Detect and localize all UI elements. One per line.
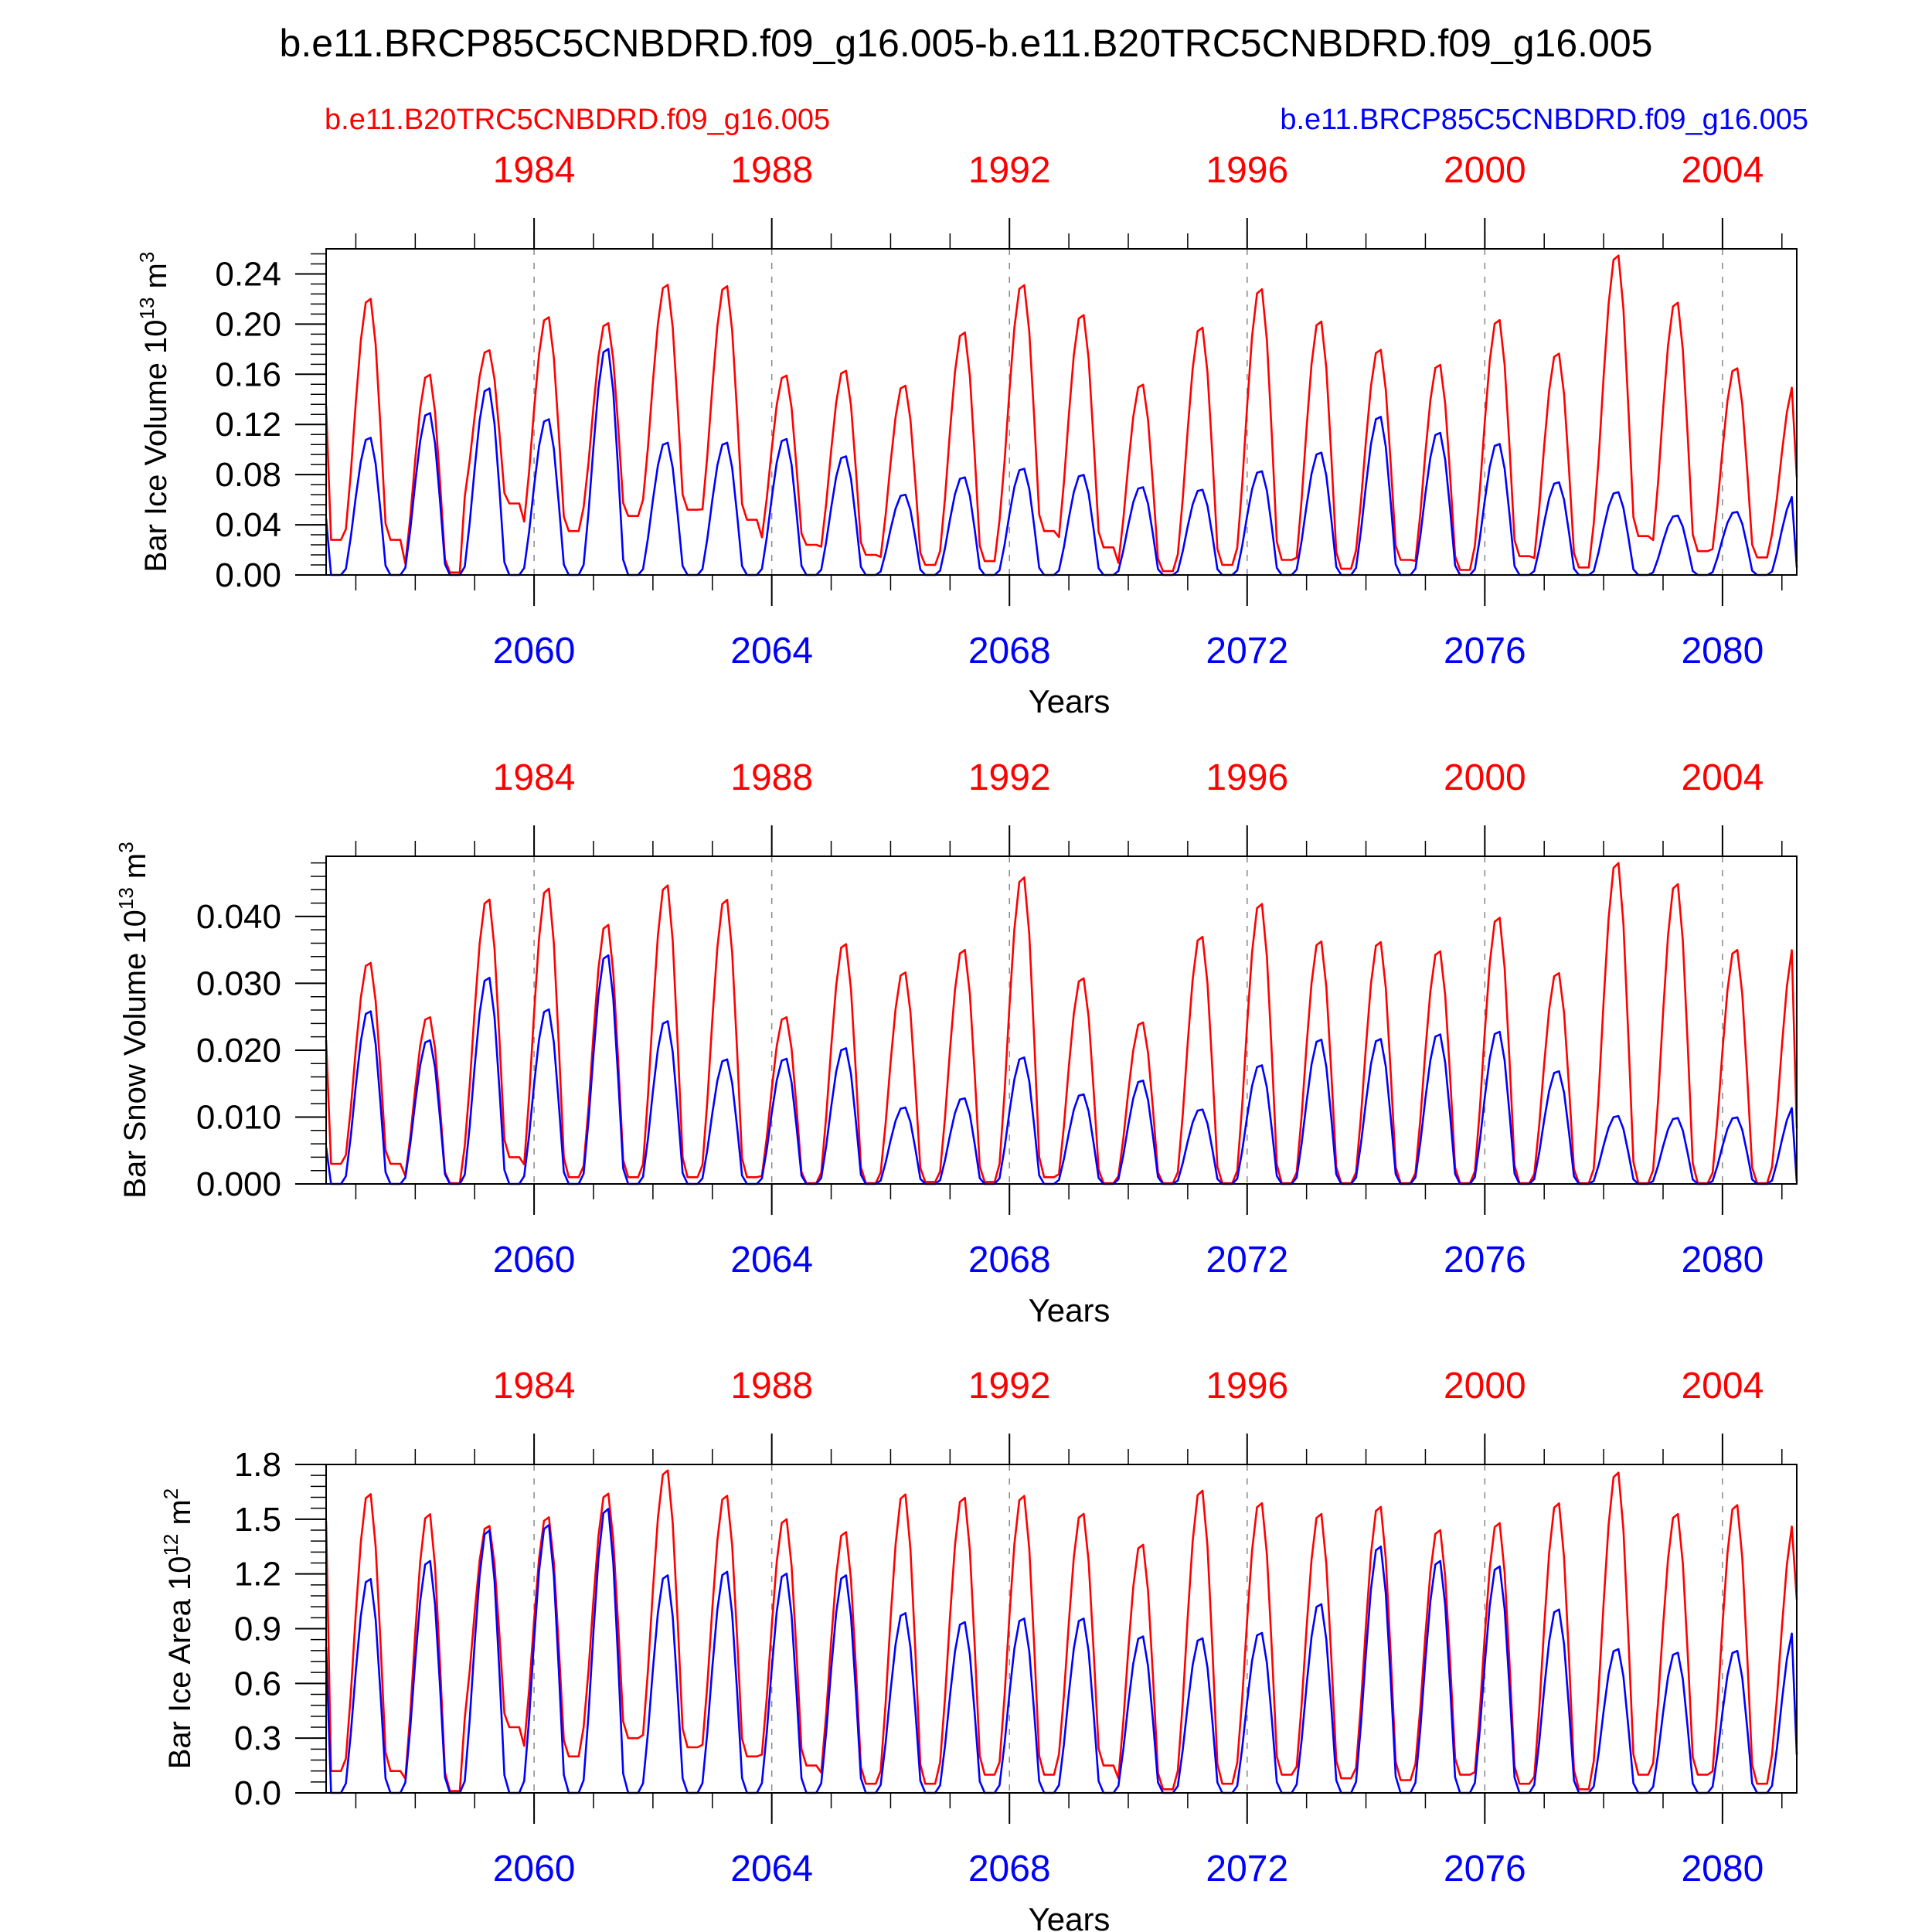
y-tick-label: 0.3 <box>234 1719 281 1757</box>
bottom-x-tick-label: 2080 <box>1681 1849 1764 1889</box>
top-x-tick-label: 1988 <box>730 757 813 798</box>
bottom-x-tick-label: 2068 <box>968 631 1051 672</box>
y-tick-label: 1.2 <box>234 1556 281 1594</box>
plot-frame <box>325 855 1798 1185</box>
top-x-tick-label: 2000 <box>1444 757 1526 798</box>
bottom-x-tick-label: 2064 <box>730 631 813 672</box>
top-x-tick-label: 1988 <box>730 1366 813 1406</box>
bottom-x-tick-label: 2076 <box>1444 631 1526 672</box>
y-tick-label: 0.020 <box>196 1032 281 1070</box>
panel-1: 0.00 0.04 0.08 0.12 0.16 0.20 0.24 1984 1988 1992… <box>135 150 1798 719</box>
top-x-tick-label: 1992 <box>968 150 1051 191</box>
y-tick-label: 0.000 <box>196 1165 281 1203</box>
y-tick-label: 1.8 <box>234 1446 281 1484</box>
series-line-brcp85 <box>325 1508 1798 1794</box>
y-tick-label: 0.24 <box>215 255 281 293</box>
bottom-x-tick-label: 2072 <box>1206 1240 1288 1281</box>
series-line-b20trc <box>325 1469 1798 1792</box>
series-line-brcp85 <box>325 348 1798 577</box>
top-x-tick-label: 1996 <box>1206 1366 1288 1406</box>
y-tick-label: 0.6 <box>234 1665 281 1702</box>
y-axis-label: Bar Snow Volume 1013 m3 <box>114 842 152 1198</box>
y-axis-label: Bar Ice Volume 1013 m3 <box>135 252 173 573</box>
bottom-x-tick-label: 2064 <box>730 1240 813 1281</box>
panel-2: 0.000 0.010 0.020 0.030 0.040 1984 1988 1992 199… <box>114 757 1798 1328</box>
x-axis-label: Years <box>1029 683 1111 719</box>
plot-frame <box>325 248 1798 576</box>
top-x-tick-label: 1984 <box>493 1366 576 1406</box>
top-x-tick-label: 2004 <box>1681 757 1764 798</box>
y-tick-label: 0.030 <box>196 964 281 1002</box>
y-tick-label: 0.9 <box>234 1611 281 1648</box>
x-axis-label: Years <box>1029 1292 1111 1328</box>
bottom-x-tick-label: 2080 <box>1681 631 1764 672</box>
y-tick-label: 0.040 <box>196 898 281 936</box>
bottom-x-tick-label: 2060 <box>493 1240 576 1281</box>
y-tick-label: 0.04 <box>215 506 281 544</box>
bottom-x-tick-label: 2072 <box>1206 631 1288 672</box>
y-tick-label: 0.20 <box>215 305 281 343</box>
bottom-x-tick-label: 2060 <box>493 1849 576 1889</box>
bottom-x-tick-label: 2072 <box>1206 1849 1288 1889</box>
top-x-tick-label: 1988 <box>730 150 813 191</box>
y-axis-label: Bar Ice Area 1012 m2 <box>159 1488 197 1770</box>
bottom-x-tick-label: 2076 <box>1444 1240 1526 1281</box>
top-x-tick-label: 1996 <box>1206 757 1288 798</box>
y-tick-label: 0.0 <box>234 1774 281 1812</box>
chart-main-title: b.e11.BRCP85C5CNBDRD.f09_g16.005-b.e11.B… <box>279 22 1653 65</box>
top-x-tick-label: 2000 <box>1444 1366 1526 1406</box>
bottom-x-tick-label: 2060 <box>493 631 576 672</box>
top-x-tick-label: 2004 <box>1681 1366 1764 1406</box>
bottom-x-tick-label: 2080 <box>1681 1240 1764 1281</box>
y-tick-label: 0.16 <box>215 355 281 393</box>
bottom-x-tick-label: 2076 <box>1444 1849 1526 1889</box>
top-x-tick-label: 1984 <box>493 757 576 798</box>
legend-entry-brcp85: b.e11.BRCP85C5CNBDRD.f09_g16.005 <box>1280 104 1808 136</box>
y-tick-label: 0.010 <box>196 1098 281 1136</box>
panel-3: 0.0 0.3 0.6 0.9 1.2 1.5 1.8 1984 1988 1992 1996 200… <box>159 1366 1798 1932</box>
top-x-tick-label: 2000 <box>1444 150 1526 191</box>
series-line-b20trc <box>325 254 1798 574</box>
y-tick-label: 0.12 <box>215 406 281 444</box>
bottom-x-tick-label: 2064 <box>730 1849 813 1889</box>
bottom-x-tick-label: 2068 <box>968 1240 1051 1281</box>
series-line-b20trc <box>325 862 1798 1185</box>
y-tick-label: 0.00 <box>215 556 281 594</box>
top-x-tick-label: 1996 <box>1206 150 1288 191</box>
bottom-x-tick-label: 2068 <box>968 1849 1051 1889</box>
y-tick-label: 1.5 <box>234 1501 281 1539</box>
top-x-tick-label: 1992 <box>968 757 1051 798</box>
top-x-tick-label: 2004 <box>1681 150 1764 191</box>
x-axis-label: Years <box>1029 1901 1111 1932</box>
top-x-tick-label: 1992 <box>968 1366 1051 1406</box>
y-tick-label: 0.08 <box>215 456 281 494</box>
plot-frame <box>325 1464 1798 1794</box>
top-x-tick-label: 1984 <box>493 150 576 191</box>
legend-entry-b20trc: b.e11.B20TRC5CNBDRD.f09_g16.005 <box>325 104 831 136</box>
